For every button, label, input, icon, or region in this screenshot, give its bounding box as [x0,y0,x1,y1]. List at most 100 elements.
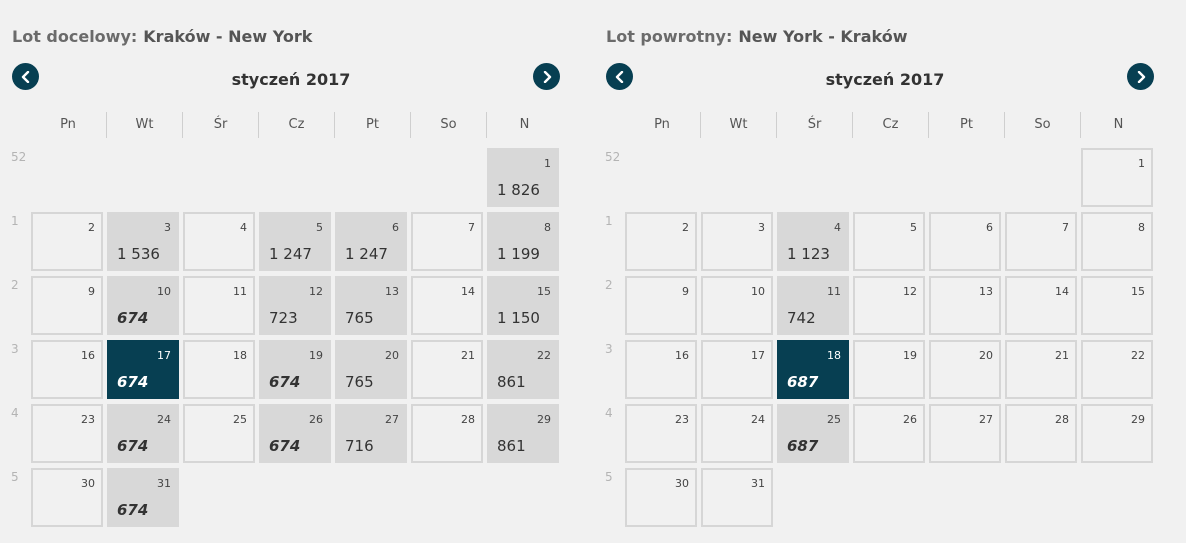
outbound-weekday-header: Pn Wt Śr Cz Pt So N [30,112,562,138]
week-number: 1 [11,214,19,228]
day-number: 28 [1055,413,1069,426]
day-cell: 23 [31,404,103,463]
chevron-left-icon [21,70,29,83]
day-cell[interactable]: 8 1 199 [487,212,559,271]
outbound-title: Lot docelowy: Kraków - New York [12,27,312,46]
day-cell: 11 [183,276,255,335]
day-cell: 18 [183,340,255,399]
day-cell: 30 [625,468,697,527]
day-cell: 19 [853,340,925,399]
day-number: 26 [309,413,323,426]
day-number: 25 [827,413,841,426]
day-cell[interactable]: 20 765 [335,340,407,399]
day-cell: 16 [31,340,103,399]
day-number: 17 [157,349,171,362]
day-price: 687 [787,437,819,455]
day-number: 31 [751,477,765,490]
day-cell[interactable]: 13 765 [335,276,407,335]
day-number: 23 [81,413,95,426]
day-price: 687 [787,373,819,391]
day-price: 674 [117,437,149,455]
outbound-prev-month-button[interactable] [12,63,39,90]
day-number: 24 [157,413,171,426]
day-number: 6 [986,221,993,234]
week-number: 1 [605,214,613,228]
week-number: 52 [11,150,27,164]
day-number: 2 [682,221,689,234]
day-cell: 13 [929,276,1001,335]
day-cell: 26 [853,404,925,463]
day-cell-selected[interactable]: 18 687 [777,340,849,399]
day-cell[interactable]: 4 1 123 [777,212,849,271]
day-cell: 6 [929,212,1001,271]
day-number: 15 [537,285,551,298]
day-cell: 20 [929,340,1001,399]
day-number: 30 [81,477,95,490]
return-prev-month-button[interactable] [606,63,633,90]
day-cell[interactable]: 31 674 [107,468,179,527]
chevron-right-icon [543,70,551,83]
day-price: 1 247 [345,245,388,263]
day-cell[interactable]: 10 674 [107,276,179,335]
weekday-label: Wt [700,112,776,138]
weekday-label: Wt [106,112,182,138]
day-cell[interactable]: 3 1 536 [107,212,179,271]
day-cell[interactable]: 27 716 [335,404,407,463]
day-cell: 29 [1081,404,1153,463]
week-number: 5 [605,470,613,484]
day-cell[interactable]: 19 674 [259,340,331,399]
day-number: 3 [164,221,171,234]
weekday-label: N [486,112,562,138]
day-number: 6 [392,221,399,234]
day-number: 7 [1062,221,1069,234]
day-number: 1 [544,157,551,170]
day-price: 765 [345,373,374,391]
return-route: New York - Kraków [738,27,908,46]
day-cell[interactable]: 29 861 [487,404,559,463]
day-cell[interactable]: 25 687 [777,404,849,463]
day-number: 12 [309,285,323,298]
day-number: 5 [910,221,917,234]
day-number: 28 [461,413,475,426]
day-number: 26 [903,413,917,426]
outbound-next-month-button[interactable] [533,63,560,90]
weekday-label: Pn [60,117,76,132]
day-cell: 28 [411,404,483,463]
day-number: 3 [758,221,765,234]
day-cell[interactable]: 12 723 [259,276,331,335]
day-cell: 28 [1005,404,1077,463]
day-cell[interactable]: 15 1 150 [487,276,559,335]
week-number: 4 [11,406,19,420]
day-number: 18 [827,349,841,362]
day-cell-selected[interactable]: 17 674 [107,340,179,399]
day-number: 12 [903,285,917,298]
day-cell: 30 [31,468,103,527]
day-number: 10 [751,285,765,298]
day-cell: 17 [701,340,773,399]
day-number: 14 [461,285,475,298]
day-cell: 22 [1081,340,1153,399]
return-next-month-button[interactable] [1127,63,1154,90]
day-cell: 31 [701,468,773,527]
day-price: 1 199 [497,245,540,263]
day-cell[interactable]: 24 674 [107,404,179,463]
day-number: 8 [1138,221,1145,234]
weekday-label: Cz [258,112,334,138]
day-cell[interactable]: 5 1 247 [259,212,331,271]
outbound-calendar: Lot docelowy: Kraków - New York styczeń 2… [0,0,560,543]
day-price: 674 [117,373,149,391]
day-cell[interactable]: 1 1 826 [487,148,559,207]
day-cell: 10 [701,276,773,335]
day-cell[interactable]: 22 861 [487,340,559,399]
return-weekday-header: Pn Wt Śr Cz Pt So N [624,112,1156,138]
day-cell[interactable]: 26 674 [259,404,331,463]
day-cell[interactable]: 11 742 [777,276,849,335]
day-price: 674 [117,309,149,327]
day-cell: 4 [183,212,255,271]
day-number: 4 [240,221,247,234]
day-price: 1 150 [497,309,540,327]
outbound-month-title: styczeń 2017 [231,70,351,89]
day-cell: 5 [853,212,925,271]
day-cell[interactable]: 6 1 247 [335,212,407,271]
weekday-label: Śr [776,112,852,138]
